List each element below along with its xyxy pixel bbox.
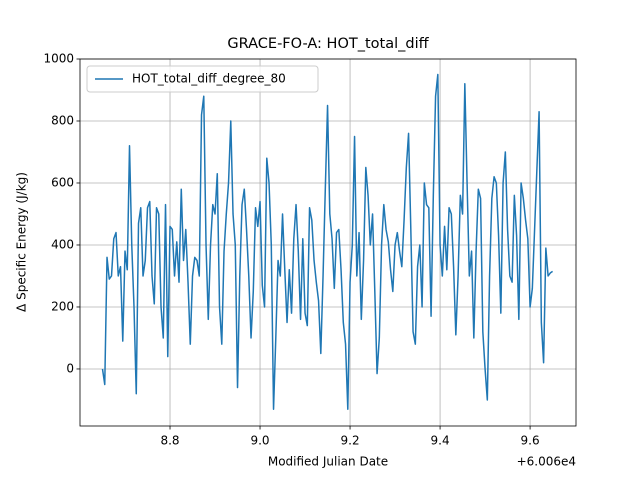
y-tick-label: 400 (51, 237, 74, 251)
x-tick-label: 9.4 (431, 434, 450, 448)
plot-frame (79, 58, 577, 427)
y-tick-label: 1000 (43, 52, 74, 66)
legend-label: HOT_total_diff_degree_80 (132, 72, 286, 86)
x-axis-label: Modified Julian Date (268, 455, 388, 469)
chart-title: GRACE-FO-A: HOT_total_diff (227, 36, 429, 52)
y-axis-label: Δ Specific Energy (J/kg) (15, 172, 29, 312)
y-tick-label: 600 (51, 175, 74, 189)
data-line (101, 73, 554, 411)
x-tick-label: 9.2 (341, 434, 360, 448)
x-tick-label: 9.0 (250, 434, 269, 448)
y-tick-label: 800 (51, 113, 74, 127)
legend-box (86, 65, 319, 93)
x-offset-label: +6.006e4 (517, 455, 576, 469)
x-tick-label: 9.6 (521, 434, 540, 448)
x-tick-label: 8.8 (160, 434, 179, 448)
y-tick-label: 0 (66, 361, 74, 375)
y-tick-label: 200 (51, 299, 74, 313)
